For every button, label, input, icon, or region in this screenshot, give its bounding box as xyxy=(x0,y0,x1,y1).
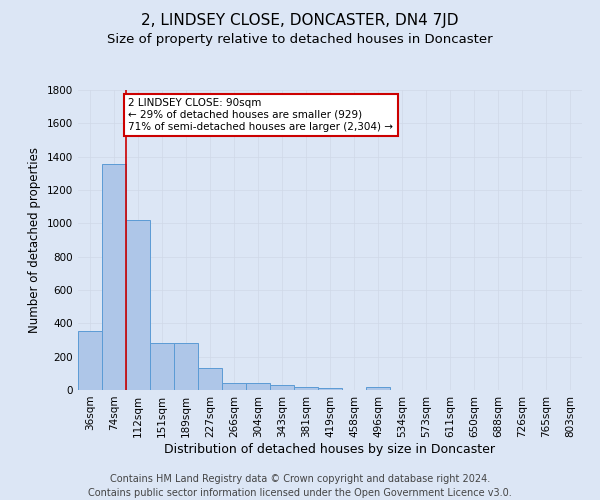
Bar xyxy=(294,386,318,390)
Text: Size of property relative to detached houses in Doncaster: Size of property relative to detached ho… xyxy=(107,32,493,46)
Bar xyxy=(222,382,246,390)
Bar xyxy=(78,331,102,390)
Bar xyxy=(318,388,342,390)
Text: 2, LINDSEY CLOSE, DONCASTER, DN4 7JD: 2, LINDSEY CLOSE, DONCASTER, DN4 7JD xyxy=(141,12,459,28)
Text: Contains HM Land Registry data © Crown copyright and database right 2024.
Contai: Contains HM Land Registry data © Crown c… xyxy=(88,474,512,498)
Bar xyxy=(198,368,222,390)
X-axis label: Distribution of detached houses by size in Doncaster: Distribution of detached houses by size … xyxy=(164,442,496,456)
Bar xyxy=(246,384,270,390)
Bar xyxy=(102,164,126,390)
Bar xyxy=(150,342,174,390)
Bar xyxy=(270,385,294,390)
Bar xyxy=(126,220,150,390)
Bar xyxy=(174,344,198,390)
Text: 2 LINDSEY CLOSE: 90sqm
← 29% of detached houses are smaller (929)
71% of semi-de: 2 LINDSEY CLOSE: 90sqm ← 29% of detached… xyxy=(128,98,394,132)
Bar xyxy=(366,386,390,390)
Y-axis label: Number of detached properties: Number of detached properties xyxy=(28,147,41,333)
